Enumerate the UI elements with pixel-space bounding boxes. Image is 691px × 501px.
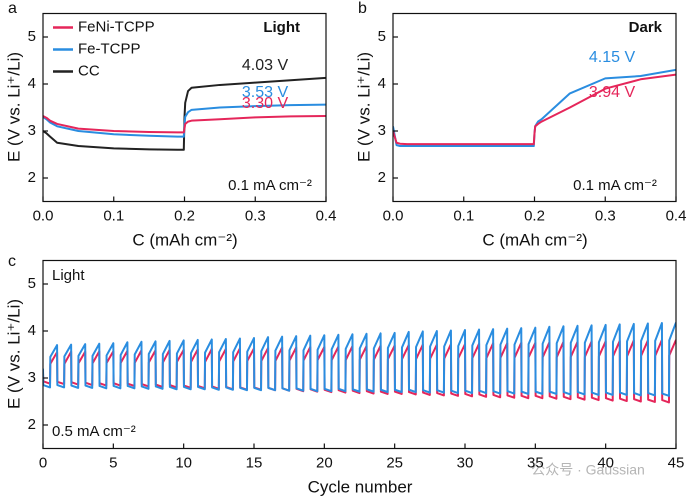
watermark: 公众号 · Gaussian <box>531 462 645 478</box>
x-tick-label: 0.4 <box>666 207 687 224</box>
value-annotation: 3.30 V <box>242 95 289 112</box>
panel-letter: c <box>8 253 16 270</box>
y-axis-label: E (V vs. Li⁺/Li) <box>4 299 23 409</box>
legend-label: CC <box>78 62 100 79</box>
y-tick-label: 5 <box>28 28 36 45</box>
x-tick-label: 0 <box>39 454 47 471</box>
y-tick-label: 2 <box>378 169 386 186</box>
series-line <box>393 68 676 148</box>
legend-label: Fe-TCPP <box>78 40 141 57</box>
y-tick-label: 2 <box>28 169 36 186</box>
x-tick-label: 10 <box>175 454 192 471</box>
value-annotation: 4.15 V <box>589 49 636 66</box>
y-tick-label: 4 <box>28 75 36 92</box>
x-tick-label: 20 <box>316 454 333 471</box>
panel-letter: b <box>358 0 367 17</box>
x-tick-label: 0.1 <box>453 207 474 224</box>
x-tick-label: 15 <box>246 454 263 471</box>
x-tick-label: 5 <box>109 454 117 471</box>
x-tick-label: 0.1 <box>103 207 124 224</box>
y-axis-label: E (V vs. Li⁺/Li) <box>4 52 23 162</box>
x-axis-label: Cycle number <box>308 477 413 496</box>
x-tick-label: 0.3 <box>595 207 616 224</box>
y-tick-label: 3 <box>28 369 36 386</box>
x-axis-label: C (mAh cm⁻²) <box>482 230 587 249</box>
x-tick-label: 0.0 <box>383 207 404 224</box>
y-tick-label: 4 <box>378 75 386 92</box>
legend-label: FeNi-TCPP <box>78 18 155 35</box>
x-tick-label: 0.2 <box>524 207 545 224</box>
x-tick-label: 40 <box>597 454 614 471</box>
y-tick-label: 5 <box>378 28 386 45</box>
x-tick-label: 0.3 <box>245 207 266 224</box>
value-annotation: 3.94 V <box>589 84 636 101</box>
x-tick-label: 25 <box>386 454 403 471</box>
x-tick-label: 45 <box>668 454 685 471</box>
x-tick-label: 0.4 <box>316 207 337 224</box>
y-axis-label: E (V vs. Li⁺/Li) <box>354 52 373 162</box>
value-annotation: 4.03 V <box>242 57 289 74</box>
current-label: 0.1 mA cm⁻² <box>228 177 312 194</box>
current-label: 0.1 mA cm⁻² <box>573 177 657 194</box>
y-tick-label: 2 <box>28 416 36 433</box>
series-line <box>43 114 326 134</box>
y-tick-label: 3 <box>28 122 36 139</box>
x-axis-label: C (mAh cm⁻²) <box>132 230 237 249</box>
x-tick-label: 0.2 <box>174 207 195 224</box>
x-tick-label: 35 <box>527 454 544 471</box>
plot-frame <box>42 259 677 450</box>
plot-frame <box>392 12 677 203</box>
condition-label: Light <box>52 267 85 284</box>
y-tick-label: 4 <box>28 322 36 339</box>
panel-letter: a <box>8 0 17 17</box>
x-tick-label: 0.0 <box>33 207 54 224</box>
y-tick-label: 5 <box>28 275 36 292</box>
x-tick-label: 30 <box>457 454 474 471</box>
series-line <box>43 103 326 138</box>
y-tick-label: 3 <box>378 122 386 139</box>
value-annotation: 3.53 V <box>242 84 289 101</box>
series-line <box>393 73 676 146</box>
series-line <box>43 322 676 397</box>
condition-label: Light <box>263 19 300 36</box>
current-label: 0.5 mA cm⁻² <box>52 423 136 440</box>
condition-label: Dark <box>629 19 663 36</box>
series-line <box>43 76 326 151</box>
